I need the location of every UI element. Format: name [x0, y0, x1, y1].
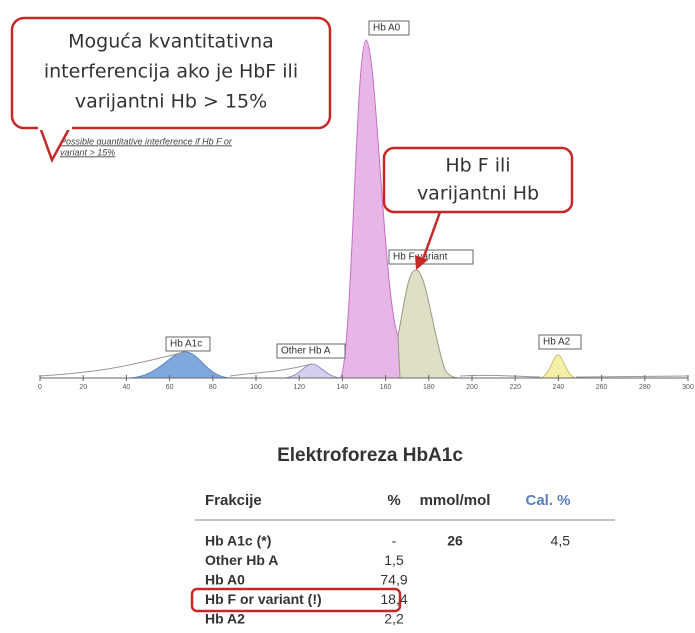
callout-text: Moguća kvantitativna	[68, 31, 274, 53]
label-box	[276, 343, 346, 359]
note: variant > 15%	[60, 147, 115, 157]
baseline-trace	[39, 351, 689, 378]
arrow	[420, 211, 442, 263]
callout: Hb F ili varijantni Hb	[382, 146, 574, 270]
callout-pointer	[38, 126, 72, 164]
x-ticks: 0 20 40 60 80 100 120 140 160 180 200 220 240 260 280 3…	[38, 375, 694, 391]
header-cell: %	[387, 492, 400, 509]
table-cell: Hb A2	[205, 611, 245, 627]
callout-text: varijantni Hb	[417, 183, 539, 205]
table-cell: 2,2	[384, 611, 404, 627]
label-box	[368, 20, 410, 36]
tick-label: 220	[509, 384, 521, 391]
header-cell: Frakcije	[205, 492, 262, 509]
table-cell: 1,5	[384, 552, 404, 568]
tick-label: 0	[38, 384, 42, 391]
table-cell: 4,5	[551, 533, 571, 549]
arrow-head	[415, 255, 428, 270]
table-cell: 26	[447, 533, 463, 549]
tick-label: 260	[596, 384, 608, 391]
peak-a1c	[129, 351, 231, 379]
tick-label: 160	[380, 384, 392, 391]
note: Possible quantitative interference if Hb…	[60, 136, 233, 146]
callout-box	[10, 16, 332, 130]
callout-text: varijantni Hb > 15%	[75, 91, 267, 113]
tick-label: 280	[639, 384, 651, 391]
table-cell: Hb F or variant (!)	[205, 591, 322, 607]
tick-label: 120	[293, 384, 305, 391]
tick-label: 60	[166, 384, 174, 391]
table-cell: -	[392, 533, 397, 549]
highlight-box	[190, 587, 402, 613]
peak-other	[284, 363, 341, 379]
callout-box	[382, 146, 574, 214]
tick-label: 40	[123, 384, 131, 391]
table-title: Elektroforeza HbA1c	[277, 445, 463, 466]
table-cell: Hb A1c (*)	[205, 533, 271, 549]
table-cell: Other Hb A	[205, 552, 278, 568]
tick-label: 200	[466, 384, 478, 391]
peak-labels: Hb A0 Hb F variant Hb A1c Other Hb A Hb …	[165, 20, 582, 359]
table-body: Hb A1c (*) - 26 4,5 Other Hb A 1,5 Hb A0 74,9 Hb…	[205, 533, 570, 627]
peak-a2	[539, 354, 577, 379]
electropherogram	[39, 39, 689, 379]
tick-label: 80	[209, 384, 217, 391]
tick-label: 240	[553, 384, 565, 391]
tick-label: 20	[79, 384, 87, 391]
header-cell: Cal. %	[525, 492, 570, 509]
callout-text: Hb F ili	[445, 155, 510, 177]
label-box	[388, 249, 474, 265]
peak-label: Hb A1c	[170, 339, 202, 350]
peak-label: Hb A0	[373, 23, 401, 34]
callout-text: interferencija ako je HbF ili	[44, 61, 298, 83]
table-cell: Hb A0	[205, 572, 245, 588]
tick-label: 300	[682, 384, 694, 391]
table-cell: 74,9	[380, 572, 407, 588]
peak-label: Hb A2	[543, 337, 571, 348]
tick-label: 100	[250, 384, 262, 391]
peak-f	[397, 269, 461, 379]
tick-label: 180	[423, 384, 435, 391]
peak-label: Other Hb A	[281, 346, 331, 357]
tick-label: 140	[337, 384, 349, 391]
header-cell: mmol/mol	[420, 492, 491, 509]
label-box	[538, 334, 582, 350]
callout: Moguća kvantitativna interferencija ako …	[10, 16, 332, 164]
label-box	[165, 336, 211, 352]
table-cell: 18,4	[380, 591, 407, 607]
pointer-join	[38, 124, 72, 130]
